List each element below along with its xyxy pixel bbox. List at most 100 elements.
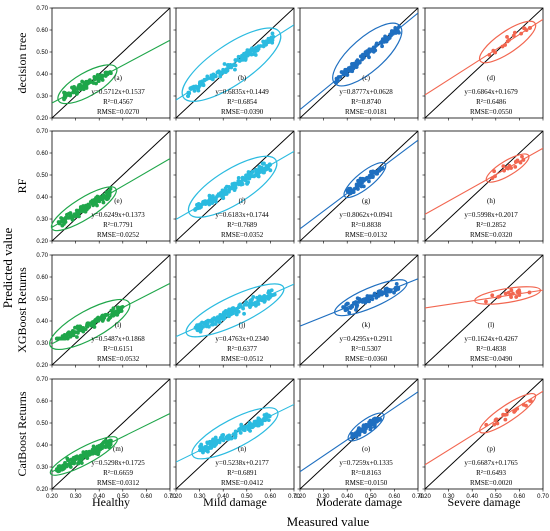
column-label: Moderate damage — [316, 495, 402, 509]
data-point — [509, 288, 514, 293]
data-point — [188, 86, 193, 91]
confidence-ellipse — [191, 407, 279, 460]
data-point — [368, 169, 373, 174]
regression-equation: y=0.5298x+0.1725 — [91, 459, 145, 467]
panel-label: (d) — [487, 74, 496, 82]
data-point — [528, 399, 533, 403]
y-tick-label: 0.20 — [36, 239, 48, 245]
data-point — [270, 31, 275, 36]
rmse-value: RMSE=0.0270 — [97, 108, 140, 116]
rmse-value: RMSE=0.0312 — [97, 479, 140, 487]
panel-label: (p) — [487, 445, 496, 453]
y-tick-label: 0.20 — [36, 116, 48, 122]
data-point — [354, 307, 358, 312]
panel-label: (i) — [115, 321, 122, 329]
data-point — [96, 79, 101, 84]
y-tick-label: 0.20 — [36, 363, 48, 369]
data-point — [212, 199, 217, 204]
data-point — [501, 164, 506, 169]
rmse-value: RMSE=0.0020 — [470, 479, 513, 487]
data-point — [370, 297, 375, 302]
data-point — [76, 325, 81, 330]
data-point — [236, 176, 241, 180]
regression-line — [425, 289, 543, 309]
data-point — [211, 437, 215, 442]
r-squared: R²=0.7791 — [103, 221, 133, 229]
x-tick-label: 0.30 — [70, 494, 82, 500]
data-point — [186, 94, 191, 98]
panel-frame — [424, 7, 544, 119]
regression-line — [52, 412, 170, 473]
data-point — [201, 449, 205, 453]
data-point — [83, 327, 88, 332]
y-tick-label: 0.50 — [36, 50, 48, 56]
data-point — [262, 413, 267, 417]
confidence-ellipse — [474, 286, 542, 305]
panel-label: (o) — [362, 445, 371, 453]
regression-equation: y=0.6183x+0.1744 — [215, 211, 269, 219]
rmse-value: RMSE=0.0252 — [97, 231, 140, 239]
regression-line — [176, 150, 294, 220]
data-point — [80, 79, 85, 84]
x-tick-label: 0.30 — [318, 494, 330, 500]
panel-frame — [299, 378, 419, 490]
regression-equation: y=0.5998x+0.2017 — [464, 211, 518, 219]
y-tick-label: 0.50 — [36, 297, 48, 303]
rmse-value: RMSE=0.0150 — [345, 479, 388, 487]
data-point — [245, 48, 250, 53]
scatter-panel: (j) y=0.4763x+0.2340 R²=0.6377 RMSE=0.0512 — [173, 254, 295, 368]
rmse-value: RMSE=0.0132 — [345, 231, 388, 239]
r-squared: R²=0.6854 — [227, 98, 257, 106]
regression-equation: y=0.5712x+0.1537 — [91, 88, 145, 96]
data-point — [69, 457, 73, 462]
confidence-ellipse — [332, 22, 403, 87]
x-tick-label: 0.50 — [490, 494, 502, 500]
data-point — [97, 443, 102, 448]
column-label: Mild damage — [203, 495, 267, 509]
data-point — [72, 214, 77, 219]
data-point — [259, 165, 264, 170]
column-labels: Healthy Mild damage Moderate damage Severe … — [92, 495, 520, 509]
data-point — [380, 44, 384, 49]
y-tick-label: 0.60 — [36, 275, 48, 281]
one-to-one-line — [425, 379, 543, 489]
scatter-panel: (f) y=0.6183x+0.1744 R²=0.7689 RMSE=0.0352 — [173, 130, 295, 244]
one-to-one-line — [52, 131, 170, 241]
data-point — [205, 440, 210, 445]
data-point — [90, 198, 95, 203]
panel-label: (b) — [238, 74, 247, 82]
data-point — [75, 335, 79, 339]
regression-line — [425, 18, 543, 96]
regression-equation: y=0.7259x+0.1335 — [339, 459, 393, 467]
x-axis-title: Measured value — [287, 514, 370, 529]
data-point — [240, 182, 245, 187]
regression-equation: y=0.8777x+0.0628 — [339, 88, 393, 96]
y-tick-label: 0.50 — [36, 421, 48, 427]
panel-frame — [299, 130, 419, 242]
rmse-value: RMSE=0.0512 — [221, 355, 264, 363]
x-tick-label: 0.20 — [46, 494, 58, 500]
data-point — [358, 176, 363, 181]
r-squared: R²=0.7689 — [227, 221, 257, 229]
data-point — [347, 310, 352, 315]
confidence-ellipse — [343, 162, 387, 199]
confidence-ellipse — [478, 393, 537, 434]
regression-line — [52, 282, 170, 345]
data-point — [204, 324, 209, 329]
regression-line — [425, 390, 543, 466]
x-tick-label: 0.60 — [141, 494, 153, 500]
data-point — [257, 294, 262, 299]
scatter-panel: 0.20 0.30 0.40 0.50 0.60 0.70 (a) y=0.5712x+0.1… — [36, 6, 171, 122]
data-point — [60, 223, 65, 228]
regression-equation: y=0.5487x+0.1868 — [91, 335, 145, 343]
data-point — [355, 296, 360, 301]
panel-label: (f) — [239, 197, 247, 205]
data-point — [115, 305, 120, 310]
data-point — [372, 423, 377, 427]
y-tick-label: 0.20 — [36, 487, 48, 493]
scatter-panel: 0.20 0.30 0.40 0.50 0.60 0.70 (e) y=0.6249x+0.1… — [36, 129, 171, 245]
scatter-panel: (l) y=0.1624x+0.4267 R²=0.4838 RMSE=0.0490 — [422, 254, 544, 368]
data-point — [266, 166, 271, 171]
data-point — [246, 180, 251, 185]
